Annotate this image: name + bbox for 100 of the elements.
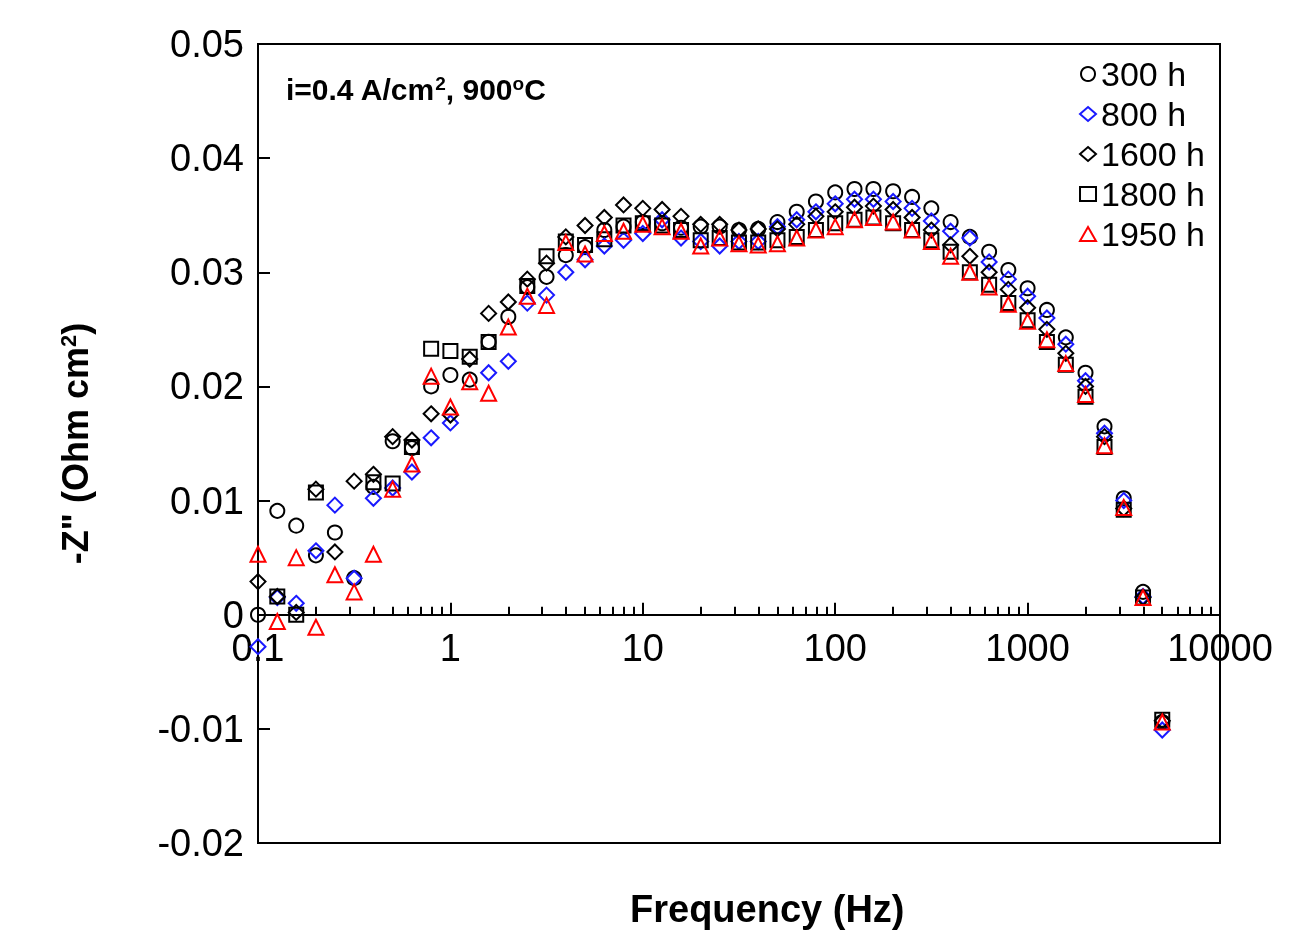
point	[1077, 364, 1094, 381]
point	[1038, 320, 1056, 338]
point	[807, 193, 824, 210]
y-tick-label: 0.02	[170, 365, 244, 408]
point	[1153, 721, 1171, 739]
point	[1057, 335, 1075, 353]
point	[326, 543, 344, 561]
y-tick-label: -0.02	[157, 822, 244, 864]
point	[980, 253, 998, 271]
point	[942, 236, 960, 254]
point	[980, 263, 998, 281]
point	[441, 414, 459, 432]
point	[672, 229, 690, 247]
point	[307, 542, 325, 560]
point	[596, 231, 613, 248]
point	[1096, 424, 1113, 442]
point	[864, 197, 882, 215]
point	[326, 496, 344, 514]
point	[538, 248, 555, 265]
legend-label: 1800 h	[1101, 175, 1206, 213]
point	[307, 547, 324, 564]
point	[364, 545, 382, 563]
point	[287, 594, 305, 612]
point	[769, 214, 786, 231]
point	[942, 222, 960, 240]
point	[423, 378, 440, 395]
point	[884, 193, 902, 211]
x-tick-label: 1000	[985, 627, 1070, 669]
point	[1057, 329, 1074, 346]
point	[364, 465, 382, 483]
point	[384, 433, 401, 450]
point	[576, 245, 594, 263]
point	[538, 296, 556, 314]
point	[1077, 377, 1095, 395]
point	[384, 475, 401, 492]
point	[1057, 344, 1075, 362]
point	[827, 184, 844, 201]
point	[942, 243, 959, 260]
point	[768, 235, 786, 253]
point	[788, 211, 806, 229]
point	[634, 224, 652, 242]
point	[999, 280, 1017, 298]
point	[769, 232, 786, 249]
point	[942, 247, 960, 265]
point	[538, 268, 555, 285]
point	[846, 180, 863, 197]
point	[557, 228, 575, 246]
point	[1019, 280, 1036, 297]
point	[499, 318, 517, 336]
point	[692, 237, 710, 255]
point	[595, 237, 613, 255]
point	[480, 384, 498, 402]
point	[1019, 299, 1037, 317]
point	[1096, 418, 1113, 435]
point	[981, 243, 998, 260]
point	[403, 431, 421, 449]
y-tick-label: 0.04	[170, 137, 244, 180]
point	[345, 472, 363, 490]
x-tick-label: 100	[803, 627, 867, 669]
point	[807, 207, 825, 225]
point	[865, 180, 882, 197]
point	[422, 367, 440, 385]
point	[287, 549, 305, 567]
point	[904, 188, 921, 205]
point	[499, 293, 517, 311]
point	[249, 545, 267, 563]
point	[326, 524, 343, 541]
point	[557, 263, 575, 281]
point	[249, 573, 267, 591]
point	[807, 203, 825, 221]
point	[442, 343, 459, 360]
y-tick-label: -0.01	[157, 707, 244, 750]
point	[365, 474, 382, 491]
point	[364, 489, 382, 507]
point	[384, 428, 402, 446]
point	[923, 200, 940, 217]
point	[423, 340, 440, 357]
point	[615, 231, 633, 249]
point	[788, 203, 805, 220]
point	[1038, 309, 1056, 327]
point	[250, 606, 266, 623]
legend-label: 300 h	[1101, 55, 1187, 93]
point	[653, 211, 671, 229]
point	[864, 190, 882, 208]
point	[615, 196, 633, 214]
point	[268, 613, 286, 631]
point	[846, 198, 864, 216]
point	[500, 308, 517, 325]
y-tick-label: 0.01	[170, 479, 244, 522]
legend-label: 1950 h	[1101, 215, 1206, 253]
point	[961, 247, 979, 265]
point	[441, 398, 459, 416]
point	[345, 583, 363, 601]
legend-label: 800 h	[1101, 95, 1187, 133]
point	[365, 478, 382, 495]
point	[518, 270, 536, 288]
point	[826, 218, 844, 236]
point	[922, 212, 940, 230]
point	[903, 199, 921, 217]
point	[499, 352, 517, 370]
